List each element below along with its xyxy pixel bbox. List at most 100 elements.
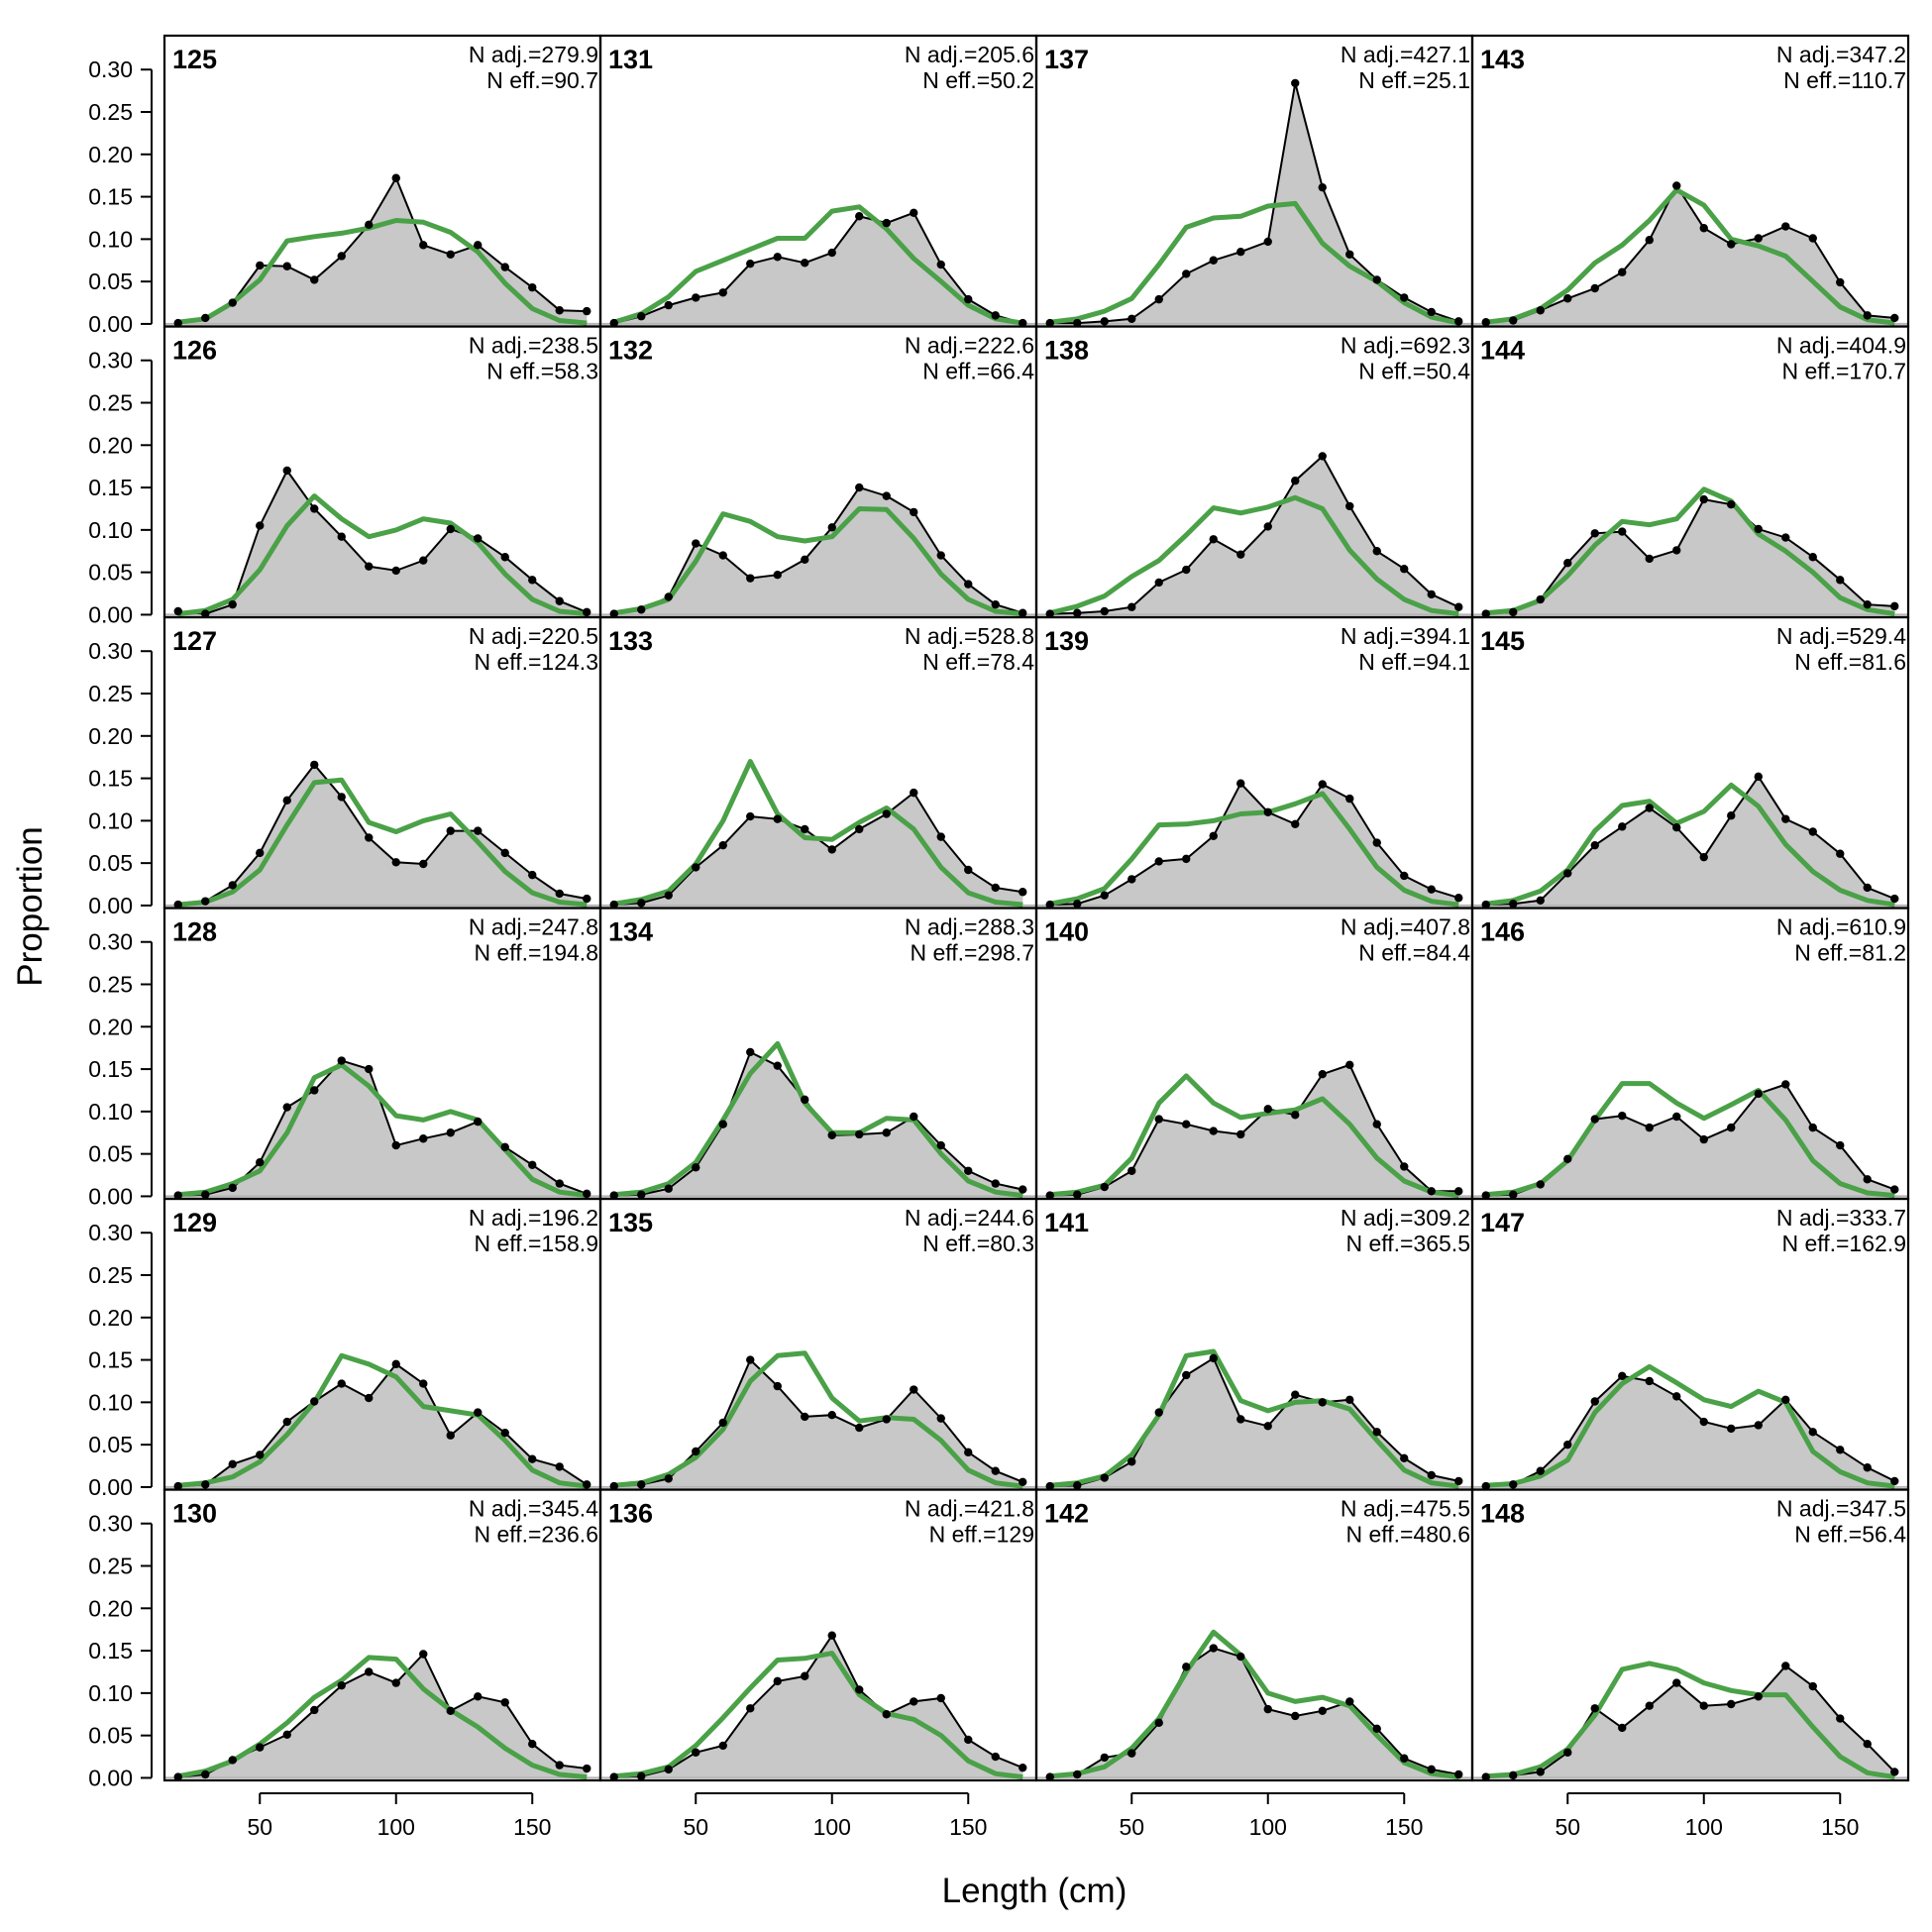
y-tick-label: 0.15: [88, 475, 133, 500]
observed-point: [1372, 547, 1381, 556]
observed-line: [1049, 1356, 1459, 1488]
x-tick-label: 50: [683, 1814, 708, 1840]
observed-point: [964, 580, 973, 589]
observed-point: [746, 1355, 755, 1364]
observed-point: [746, 1047, 755, 1057]
observed-line: [1485, 1664, 1896, 1778]
observed-point: [1563, 869, 1572, 878]
observed-point: [1699, 494, 1708, 504]
observed-point: [228, 1459, 237, 1469]
observed-point: [1890, 313, 1899, 323]
observed-point: [173, 1191, 182, 1200]
observed-point: [827, 845, 836, 854]
expected-line: [613, 204, 1023, 326]
observed-point: [391, 1140, 400, 1150]
observed-point: [609, 1191, 618, 1200]
observed-point: [1291, 477, 1300, 485]
observed-point: [1345, 1697, 1354, 1706]
observed-point: [1836, 576, 1845, 585]
panel-139: 139 N adj.=394.1N eff.=94.1: [1034, 615, 1474, 910]
observed-point: [1345, 1060, 1354, 1070]
observed-point: [1509, 607, 1518, 617]
observed-point: [1291, 1711, 1300, 1721]
n-eff-label: N eff.=58.3: [486, 359, 598, 384]
observed-point: [201, 1190, 210, 1199]
observed-point: [1590, 1115, 1599, 1124]
expected-line: [177, 1352, 588, 1489]
y-tick-label: 0.10: [88, 1389, 133, 1415]
observed-point: [1509, 316, 1518, 325]
observed-point: [910, 1385, 918, 1394]
observed-point: [1699, 1134, 1708, 1144]
observed-point: [201, 313, 210, 323]
n-eff-label: N eff.=84.4: [1358, 940, 1470, 966]
observed-point: [910, 1112, 918, 1122]
n-adj-label: N adj.=205.6: [905, 42, 1034, 67]
expected-line: [613, 1651, 1023, 1780]
observed-point: [801, 1095, 809, 1105]
panel-147: 147 N adj.=333.7N eff.=162.9: [1470, 1197, 1910, 1491]
n-eff-label: N eff.=94.1: [1358, 649, 1470, 675]
observed-line: [177, 763, 588, 907]
observed-point: [555, 596, 564, 605]
observed-point: [446, 1706, 455, 1716]
observed-point: [282, 1103, 291, 1112]
observed-point: [555, 1179, 564, 1188]
observed-point: [637, 605, 646, 614]
expected-line: [1049, 494, 1459, 617]
y-tick-label: 0.05: [88, 1432, 133, 1457]
x-axis-col-3: 50 100 150: [1119, 1792, 1423, 1840]
observed-point: [583, 1189, 591, 1199]
observed-point: [256, 1158, 265, 1167]
observed-point: [1045, 609, 1054, 618]
observed-point: [1209, 535, 1218, 544]
observed-point: [1590, 529, 1599, 538]
observed-point: [1863, 883, 1872, 893]
y-tick-label: 0.25: [88, 972, 133, 998]
observed-point: [1672, 823, 1681, 832]
observed-point: [173, 318, 182, 328]
panel-label: 125: [172, 45, 217, 74]
panel-131: 131 N adj.=205.6N eff.=50.2: [598, 34, 1038, 328]
observed-point: [528, 1160, 537, 1169]
n-adj-label: N adj.=407.8: [1341, 914, 1470, 940]
observed-point: [1481, 1772, 1490, 1781]
panel-grid: 125 N adj.=279.9N eff.=90.7 126 N adj.=238.…: [162, 34, 1910, 1782]
n-eff-label: N eff.=110.7: [1783, 67, 1906, 93]
observed-point: [1699, 1417, 1708, 1427]
observed-point: [910, 208, 918, 218]
observed-point: [1699, 224, 1708, 233]
observed-point: [310, 760, 319, 770]
n-adj-label: N adj.=529.4: [1776, 623, 1906, 649]
observed-point: [882, 1710, 891, 1719]
y-axis-title: Proportion: [11, 826, 50, 986]
observed-point: [474, 534, 483, 543]
y-tick-label: 0.15: [88, 1056, 133, 1082]
observed-point: [1045, 1772, 1054, 1781]
observed-point: [1836, 1714, 1845, 1723]
observed-point: [964, 1166, 973, 1175]
observed-point: [1127, 1166, 1136, 1175]
panel-label: 127: [172, 626, 217, 656]
observed-point: [1645, 1701, 1654, 1710]
observed-point: [1590, 1704, 1599, 1713]
observed-point: [718, 1418, 727, 1428]
observed-point: [555, 306, 564, 315]
observed-point: [1073, 608, 1082, 617]
observed-point: [964, 294, 973, 304]
x-tick-label: 100: [813, 1814, 851, 1840]
observed-area: [613, 1052, 1023, 1197]
observed-point: [801, 824, 809, 834]
observed-point: [882, 1128, 891, 1137]
observed-point: [1645, 804, 1654, 812]
observed-point: [1808, 1428, 1817, 1437]
observed-point: [1236, 247, 1245, 257]
n-adj-label: N adj.=692.3: [1341, 333, 1470, 359]
n-adj-label: N adj.=347.5: [1776, 1496, 1906, 1522]
observed-point: [1019, 1185, 1027, 1194]
observed-point: [773, 1061, 782, 1070]
observed-point: [1263, 1105, 1272, 1114]
observed-point: [1618, 1371, 1627, 1381]
n-adj-label: N adj.=610.9: [1776, 914, 1906, 940]
observed-point: [1154, 294, 1163, 304]
